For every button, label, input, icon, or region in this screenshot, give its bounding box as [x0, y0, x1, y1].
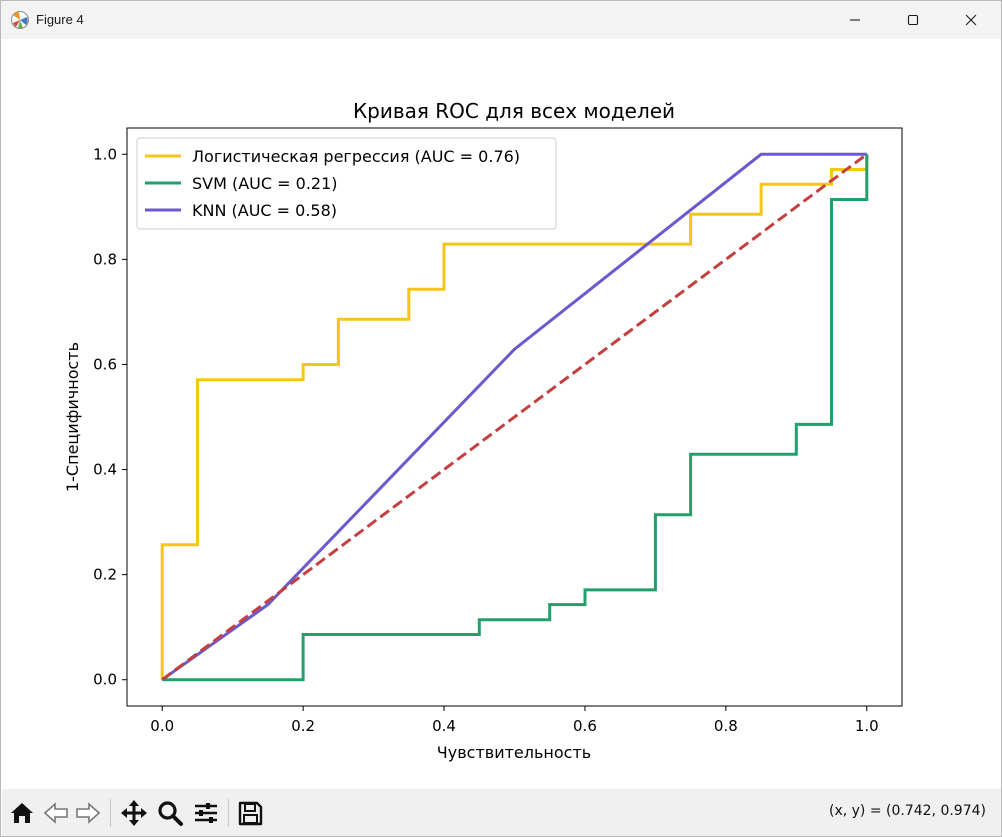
navigation-toolbar: (x, y) = (0.742, 0.974) [2, 789, 1001, 836]
configure-subplots-button[interactable] [190, 797, 222, 829]
series-line-svm [162, 154, 869, 682]
title-bar: Figure 4 [1, 1, 1001, 39]
home-icon [11, 803, 33, 823]
legend: Логистическая регрессия (AUC = 0.76) SVM … [136, 137, 557, 230]
y-tick-label: 0.6 [93, 355, 117, 373]
matplotlib-app-icon [11, 11, 29, 29]
pan-button[interactable] [118, 797, 150, 829]
y-axis-label: 1-Специфичность [63, 342, 82, 492]
move-icon [121, 800, 147, 826]
forward-button[interactable] [72, 797, 104, 829]
legend-label: Логистическая регрессия (AUC = 0.76) [192, 147, 520, 166]
y-tick-label: 0.4 [93, 461, 117, 479]
legend-label: KNN (AUC = 0.58) [192, 201, 337, 220]
back-button[interactable] [40, 797, 72, 829]
minimize-icon [850, 19, 860, 21]
y-tick-label: 0.8 [93, 250, 117, 268]
x-tick-label: 0.2 [291, 717, 315, 735]
configure-icon [195, 803, 217, 823]
x-tick-label: 0.4 [432, 717, 456, 735]
series-line-logistic [160, 154, 869, 680]
x-tick-label: 0.6 [573, 717, 597, 735]
y-tick-label: 0.0 [93, 671, 117, 689]
back-arrow-icon [43, 802, 68, 824]
toolbar-separator [228, 799, 229, 827]
x-tick-label: 1.0 [855, 717, 879, 735]
legend-box [136, 137, 557, 230]
roc-chart: Кривая ROC для всех моделей 0.0 0.2 0.4 0.6… [63, 99, 903, 762]
zoom-icon [158, 801, 183, 826]
window-title: Figure 4 [36, 12, 84, 27]
series-line-diagonal [161, 153, 868, 681]
chart-title: Кривая ROC для всех моделей [353, 99, 675, 123]
series-line-knn [161, 152, 867, 681]
cursor-coordinates: (x, y) = (0.742, 0.974) [828, 803, 986, 819]
home-button[interactable] [6, 797, 38, 829]
x-tick-label: 0.8 [714, 717, 738, 735]
x-axis-label: Чувствительность [437, 743, 591, 762]
y-tick-label: 1.0 [93, 145, 117, 163]
save-icon [238, 801, 263, 826]
legend-label: SVM (AUC = 0.21) [192, 174, 338, 193]
forward-arrow-icon [76, 802, 101, 824]
plot-frame [126, 127, 903, 707]
maximize-button[interactable] [890, 1, 936, 39]
close-icon [965, 14, 977, 26]
toolbar-separator [110, 799, 111, 827]
y-tick-label: 0.2 [93, 566, 117, 584]
x-tick-label: 0.0 [150, 717, 174, 735]
figure-canvas[interactable]: Кривая ROC для всех моделей 0.0 0.2 0.4 0.6… [2, 39, 1001, 789]
minimize-button[interactable] [832, 1, 878, 39]
maximize-icon [907, 14, 919, 26]
close-button[interactable] [948, 1, 994, 39]
save-button[interactable] [234, 797, 266, 829]
zoom-button[interactable] [154, 797, 186, 829]
